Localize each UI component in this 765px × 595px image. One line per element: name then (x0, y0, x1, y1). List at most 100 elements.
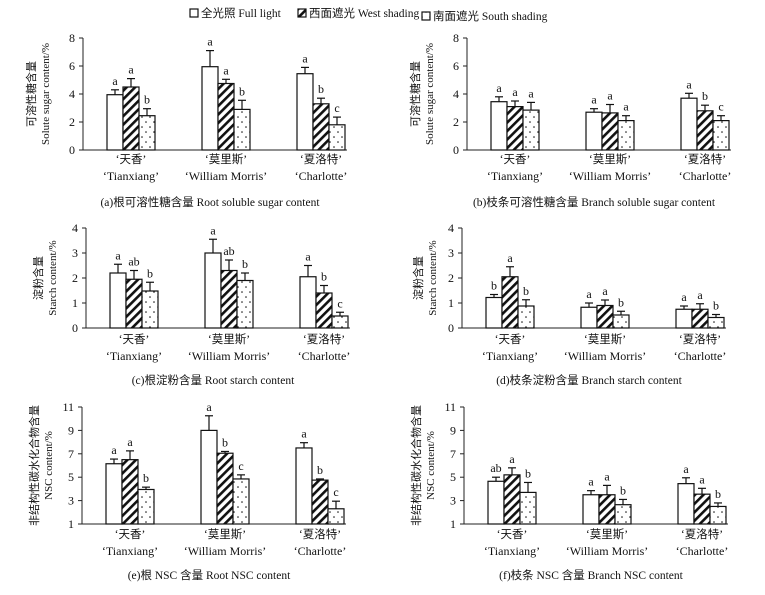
bar-open (677, 483, 695, 525)
y-tick-label: 3 (68, 494, 74, 508)
y-tick-label: 1 (450, 517, 456, 531)
bar-dots (707, 316, 725, 329)
y-tick-label: 0 (453, 143, 459, 157)
bar-open (582, 494, 600, 525)
x-category-label-cn: ‘夏洛特’ (299, 527, 341, 541)
bar-dots (617, 119, 635, 151)
y-axis-label-en: NSC content/% (425, 431, 437, 500)
panel-caption: (f)枝条 NSC 含量 Branch NSC content (499, 568, 683, 582)
panel-caption: (a)根可溶性糖含量 Root soluble sugar content (100, 195, 320, 209)
x-category-label-en: ‘Tianxiang’ (482, 349, 538, 363)
significance-letter: a (507, 251, 513, 265)
x-category-label-en: ‘Tianxiang’ (106, 349, 162, 363)
significance-letter: a (604, 469, 610, 483)
significance-letter: b (222, 435, 228, 449)
bar-open (105, 463, 123, 525)
legend: 全光照 Full light 西面遮光 West shading 南面遮光 Sout… (189, 6, 548, 23)
bar-open (675, 308, 693, 329)
significance-letter: b (618, 295, 624, 309)
x-category-label-en: ‘William Morris’ (188, 349, 271, 363)
bar-open (487, 480, 505, 525)
significance-letter: a (591, 93, 597, 107)
bar-dots (137, 488, 155, 525)
x-category-label-en: ‘Charlotte’ (674, 349, 727, 363)
significance-letter: a (512, 85, 518, 99)
y-tick-label: 11 (444, 400, 456, 414)
bar-hatch (122, 86, 140, 151)
y-tick-label: 0 (69, 143, 75, 157)
bar-hatch (125, 278, 143, 329)
significance-letter: a (588, 475, 594, 489)
significance-letter: a (115, 248, 121, 262)
x-category-label-cn: ‘莫里斯’ (586, 528, 628, 541)
significance-letter: b (620, 483, 626, 497)
bar-dots (328, 124, 346, 151)
bar-open (200, 429, 218, 525)
bar-hatch (315, 292, 333, 329)
bar-dots (614, 504, 632, 525)
x-category-label-en: ‘Tianxiang’ (102, 544, 158, 558)
significance-letter: a (681, 290, 687, 304)
legend-swatch-hatch (297, 8, 307, 18)
x-category-label-en: ‘William Morris’ (564, 349, 647, 363)
bar-hatch (311, 479, 329, 525)
significance-letter: c (238, 459, 243, 473)
significance-letter: a (496, 81, 502, 95)
significance-letter: c (718, 100, 723, 114)
bar-open (580, 306, 598, 329)
significance-letter: a (127, 435, 133, 449)
bar-open (204, 252, 222, 329)
y-tick-label: 4 (72, 221, 78, 235)
y-tick-label: 2 (448, 271, 454, 285)
significance-letter: b (715, 487, 721, 501)
significance-letter: a (302, 51, 308, 65)
bar-open (201, 66, 219, 151)
bar-open (585, 111, 603, 151)
bar-hatch (691, 308, 709, 329)
significance-letter: b (491, 279, 497, 293)
bar-hatch (312, 103, 330, 151)
y-tick-label: 5 (68, 470, 74, 484)
significance-letter: a (686, 77, 692, 91)
bar-open (106, 94, 124, 151)
panel-caption: (e)根 NSC 含量 Root NSC content (128, 568, 291, 582)
bar-open (680, 97, 698, 151)
significance-letter: a (683, 462, 689, 476)
bar-dots (709, 505, 727, 525)
x-category-label-cn: ‘天香’ (115, 528, 146, 541)
bar-open (485, 296, 503, 329)
x-category-label-cn: ‘莫里斯’ (584, 333, 626, 346)
y-tick-label: 11 (62, 400, 74, 414)
y-tick-label: 4 (453, 87, 459, 101)
y-axis-label-en: NSC content/% (43, 431, 55, 500)
bar-hatch (220, 269, 238, 329)
x-category-label-cn: ‘莫里斯’ (208, 333, 250, 346)
y-tick-label: 1 (68, 517, 74, 531)
significance-letter: a (528, 86, 534, 100)
significance-letter: c (333, 485, 338, 499)
x-category-label-en: ‘Tianxiang’ (103, 169, 159, 183)
y-axis-label-cn: 淀粉含量 (31, 256, 45, 300)
y-tick-label: 9 (68, 423, 74, 437)
y-tick-label: 8 (69, 31, 75, 45)
y-axis-label-en: Starch content/% (427, 240, 439, 315)
bar-hatch (501, 276, 519, 329)
y-axis-label-cn: 淀粉含量 (411, 256, 425, 300)
bar-dots (522, 109, 540, 151)
significance-letter: b (523, 284, 529, 298)
significance-letter: ab (128, 255, 139, 269)
bar-dots (517, 305, 535, 329)
bar-open (299, 276, 317, 329)
significance-letter: b (242, 257, 248, 271)
panel-caption: (b)枝条可溶性糖含量 Branch soluble sugar content (473, 195, 716, 209)
significance-letter: c (334, 101, 339, 115)
y-tick-label: 4 (448, 221, 454, 235)
bar-hatch (598, 494, 616, 525)
significance-letter: b (239, 84, 245, 98)
significance-letter: a (223, 63, 229, 77)
y-tick-label: 6 (453, 59, 459, 73)
x-category-label-cn: ‘夏洛特’ (681, 527, 723, 541)
bar-hatch (216, 452, 234, 525)
y-tick-label: 1 (448, 296, 454, 310)
